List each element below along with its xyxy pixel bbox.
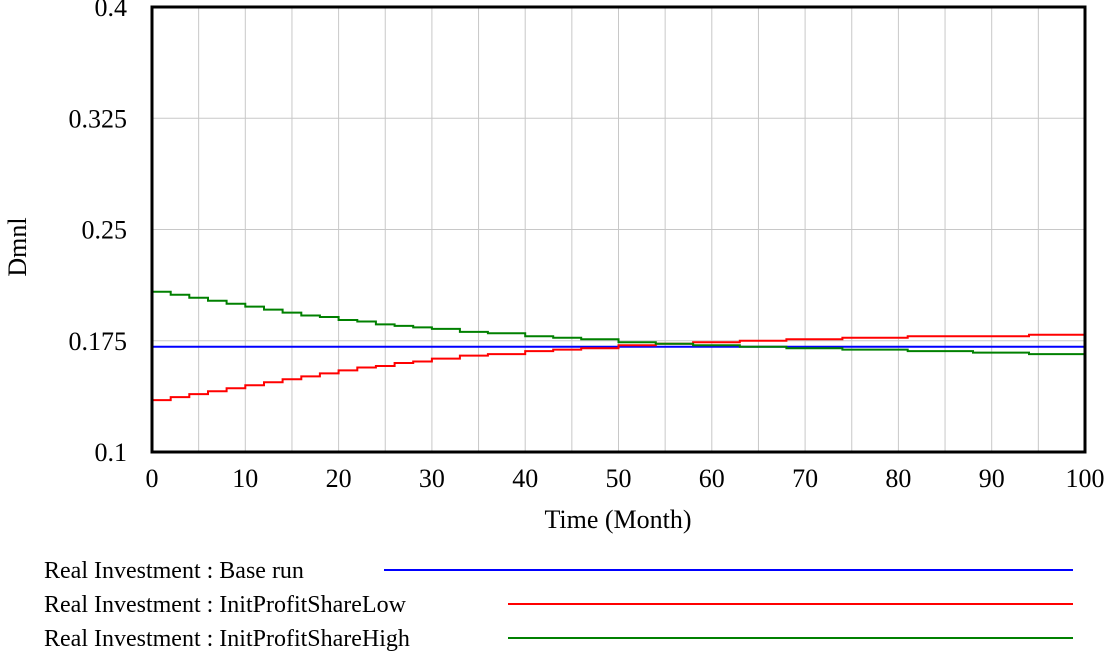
legend-label-3: Real Investment : InitProfitShareHigh: [44, 626, 410, 652]
y-tick-label: 0.325: [69, 104, 128, 133]
x-tick-label: 80: [885, 464, 911, 493]
x-tick-label: 40: [512, 464, 538, 493]
x-tick-label: 60: [699, 464, 725, 493]
grid: [152, 7, 1085, 452]
x-tick-label: 20: [326, 464, 352, 493]
x-tick-label: 100: [1066, 464, 1105, 493]
x-tick-label: 90: [979, 464, 1005, 493]
y-tick-label: 0.25: [82, 216, 128, 245]
series-line-3: [152, 290, 1086, 356]
x-tick-label: 70: [792, 464, 818, 493]
legend: Real Investment : Base run Real Investmen…: [44, 558, 1073, 652]
x-tick-label: 0: [146, 464, 159, 493]
series-line-2: [152, 333, 1085, 402]
plot-series: [152, 290, 1086, 402]
legend-label-2: Real Investment : InitProfitShareLow: [44, 592, 407, 618]
y-tick-label: 0.1: [95, 438, 128, 467]
x-tick-label: 30: [419, 464, 445, 493]
x-tick-label: 10: [232, 464, 258, 493]
plot-frame: [150, 5, 1087, 454]
x-tick-label: 50: [606, 464, 632, 493]
x-axis-title: Time (Month): [544, 505, 691, 534]
y-axis-ticks: 0.1 0.175 0.25 0.325 0.4: [69, 0, 128, 467]
legend-label-1: Real Investment : Base run: [44, 558, 304, 584]
y-tick-label: 0.175: [69, 327, 128, 356]
x-axis-ticks: 0 10 20 30 40 50 60 70 80 90 100: [146, 464, 1105, 493]
y-tick-label: 0.4: [95, 0, 128, 22]
y-axis-title: Dmnl: [3, 217, 32, 276]
